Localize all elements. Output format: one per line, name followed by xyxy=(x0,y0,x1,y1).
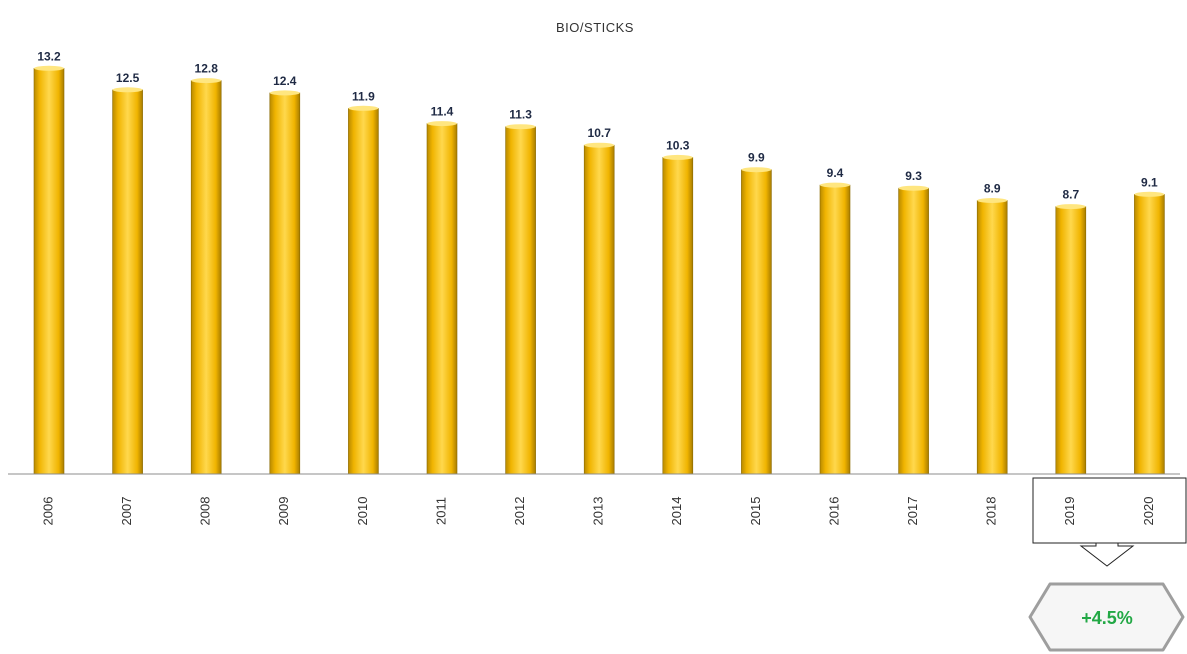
x-tick-2020: 2020 xyxy=(1141,497,1156,526)
bar-cap-2009 xyxy=(269,90,300,96)
value-label-2019: 8.7 xyxy=(1062,188,1079,202)
value-label-2006: 13.2 xyxy=(37,49,61,63)
value-label-2020: 9.1 xyxy=(1141,175,1158,189)
bar-cap-2016 xyxy=(820,182,850,188)
bar-2013 xyxy=(583,144,615,475)
value-label-2011: 11.4 xyxy=(431,105,454,119)
x-tick-2009: 2009 xyxy=(276,497,291,526)
bar-cap-2020 xyxy=(1134,191,1165,197)
bar-2016 xyxy=(819,184,851,475)
value-label-2012: 11.3 xyxy=(509,108,532,122)
value-label-2009: 12.4 xyxy=(273,74,297,88)
value-label-2013: 10.7 xyxy=(588,126,612,140)
bar-2012 xyxy=(505,126,536,475)
x-tick-2006: 2006 xyxy=(40,497,55,526)
bar-cap-2018 xyxy=(977,198,1008,203)
bar-cap-2006 xyxy=(34,65,64,71)
change-badge xyxy=(1028,582,1185,652)
bar-cap-2008 xyxy=(191,78,222,84)
highlight-box xyxy=(1032,477,1187,544)
value-label-2014: 10.3 xyxy=(666,138,690,152)
bar-2020 xyxy=(1134,194,1165,475)
x-tick-2019: 2019 xyxy=(1062,497,1077,526)
value-label-2008: 12.8 xyxy=(195,62,219,76)
x-tick-2018: 2018 xyxy=(984,497,999,526)
bar-cap-2012 xyxy=(505,124,536,130)
bar-2010 xyxy=(348,108,379,475)
x-tick-labels-group: 2006 2007 2008 2009 2010 2011 2012 2013 2014 2015… xyxy=(40,497,1155,526)
bar-2008 xyxy=(190,80,222,475)
value-label-2007: 12.5 xyxy=(116,71,140,85)
value-label-2018: 8.9 xyxy=(984,182,1001,196)
bar-2011 xyxy=(426,123,458,475)
x-tick-2012: 2012 xyxy=(512,497,527,526)
bar-cap-2014 xyxy=(662,154,693,160)
down-arrow-icon xyxy=(1079,542,1135,567)
value-labels-group: 13.2 12.5 12.8 12.4 11.9 11.4 11.3 10.7 10.3 9.9 9… xyxy=(37,49,1158,201)
x-tick-2010: 2010 xyxy=(355,497,370,526)
x-tick-2008: 2008 xyxy=(198,497,213,526)
bar-cap-2019 xyxy=(1055,204,1086,210)
bar-2006 xyxy=(33,68,65,475)
value-label-2016: 9.4 xyxy=(827,166,844,180)
change-badge-text: +4.5% xyxy=(1081,608,1133,628)
bar-2009 xyxy=(269,92,301,475)
x-tick-2017: 2017 xyxy=(905,497,920,526)
bar-cap-2015 xyxy=(741,167,772,173)
x-tick-2015: 2015 xyxy=(748,497,763,526)
bar-2017 xyxy=(898,187,929,475)
x-tick-2007: 2007 xyxy=(119,497,134,526)
x-tick-2016: 2016 xyxy=(826,497,841,526)
bar-cap-2013 xyxy=(584,142,615,148)
bar-cap-2007 xyxy=(112,87,143,93)
bar-2018 xyxy=(976,200,1008,475)
bars-group xyxy=(33,65,1165,475)
bar-2015 xyxy=(741,169,772,475)
value-label-2010: 11.9 xyxy=(352,89,375,103)
bar-cap-2010 xyxy=(348,105,379,111)
bar-cap-2011 xyxy=(427,121,457,127)
bar-cap-2017 xyxy=(898,185,929,191)
bar-2014 xyxy=(662,157,694,475)
x-tick-2013: 2013 xyxy=(591,497,606,526)
x-tick-2014: 2014 xyxy=(669,497,684,526)
value-label-2017: 9.3 xyxy=(905,169,922,183)
x-tick-2011: 2011 xyxy=(433,497,448,525)
bar-2019 xyxy=(1055,206,1087,475)
chart-title: BIO/STICKS xyxy=(556,20,634,35)
bar-2007 xyxy=(112,89,143,475)
value-label-2015: 9.9 xyxy=(748,151,765,165)
